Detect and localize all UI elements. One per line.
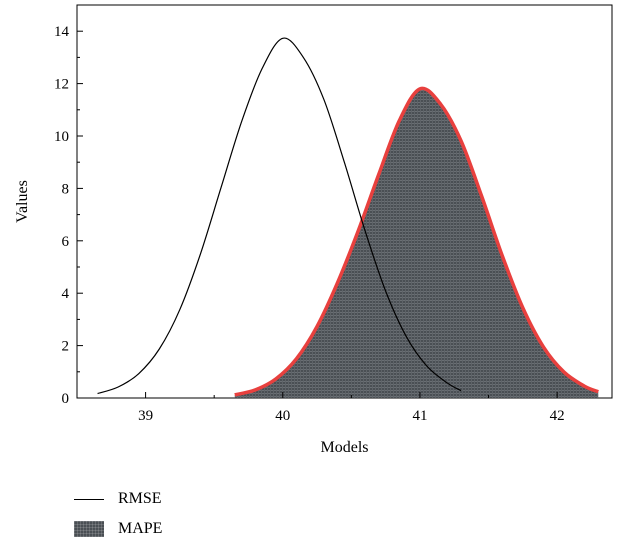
legend-label-rmse: RMSE xyxy=(118,490,162,507)
y-tick-label-6: 6 xyxy=(62,234,70,250)
y-tick-label-14: 14 xyxy=(54,24,70,40)
x-tick-label-39: 39 xyxy=(138,408,153,424)
x-tick-label-40: 40 xyxy=(275,408,290,424)
y-tick-label-2: 2 xyxy=(62,339,70,355)
y-tick-label-8: 8 xyxy=(62,181,70,197)
y-tick-label-12: 12 xyxy=(54,77,69,93)
x-axis-title: Models xyxy=(321,439,369,456)
x-tick-label-41: 41 xyxy=(412,408,427,424)
legend-label-mape: MAPE xyxy=(118,520,163,537)
chart: 0 2 4 6 8 10 12 14 39 40 41 42 Models Values xyxy=(14,4,613,456)
axes-layer: 0 2 4 6 8 10 12 14 39 40 41 42 xyxy=(54,24,565,424)
y-tick-label-0: 0 xyxy=(62,391,70,407)
legend-swatch-rmse xyxy=(74,498,104,500)
series-layer xyxy=(97,37,599,398)
legend: RMSE MAPE xyxy=(74,484,162,544)
y-axis-title: Values xyxy=(14,180,31,223)
x-tick-label-42: 42 xyxy=(550,408,565,424)
series-mape-edge xyxy=(234,86,599,397)
series-mape-area xyxy=(234,88,599,398)
y-tick-label-10: 10 xyxy=(54,129,69,145)
legend-item-rmse: RMSE xyxy=(74,484,162,514)
series-rmse-line xyxy=(97,37,462,395)
legend-swatch-mape xyxy=(74,521,104,537)
legend-item-mape: MAPE xyxy=(74,514,162,544)
y-tick-label-4: 4 xyxy=(62,286,70,302)
